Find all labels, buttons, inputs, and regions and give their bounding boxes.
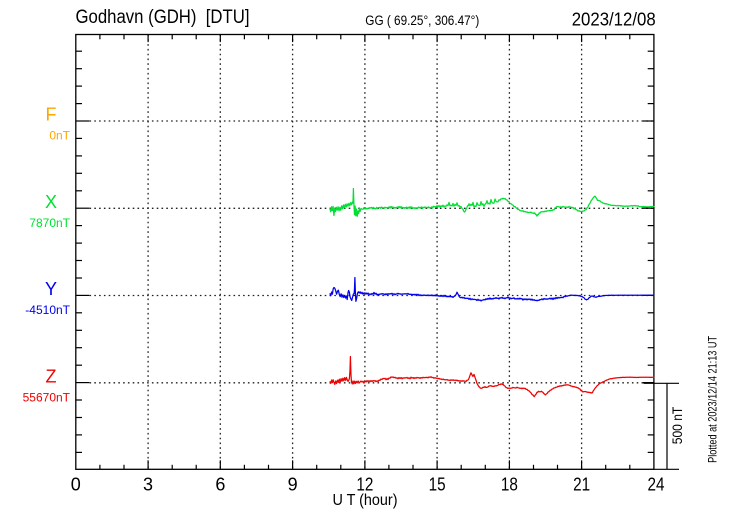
svg-text:2023/12/08: 2023/12/08 (572, 9, 656, 29)
svg-text:Y: Y (45, 279, 57, 299)
svg-text:Godhavn (GDH) [DTU]: Godhavn (GDH) [DTU] (76, 7, 250, 28)
svg-text:21: 21 (573, 475, 590, 495)
svg-text:500 nT: 500 nT (670, 407, 685, 445)
svg-text:24: 24 (648, 475, 665, 495)
svg-text:3: 3 (143, 475, 153, 495)
svg-text:-4510nT: -4510nT (25, 303, 70, 317)
svg-text:F: F (46, 105, 57, 125)
svg-text:GG ( 69.25°, 306.47°): GG ( 69.25°, 306.47°) (365, 13, 479, 28)
svg-text:Plotted at 2023/12/14 21:13 UT: Plotted at 2023/12/14 21:13 UT (705, 335, 719, 463)
svg-text:X: X (45, 192, 57, 212)
svg-text:7870nT: 7870nT (29, 216, 70, 230)
svg-text:18: 18 (501, 475, 518, 495)
svg-text:12: 12 (356, 475, 373, 495)
svg-text:55670nT: 55670nT (23, 391, 71, 405)
svg-text:0nT: 0nT (49, 129, 70, 143)
svg-text:6: 6 (215, 475, 225, 495)
svg-text:0: 0 (71, 475, 81, 495)
svg-text:15: 15 (429, 475, 446, 495)
svg-text:U T (hour): U T (hour) (333, 492, 398, 509)
svg-text:9: 9 (288, 475, 298, 495)
svg-text:Z: Z (46, 366, 57, 386)
